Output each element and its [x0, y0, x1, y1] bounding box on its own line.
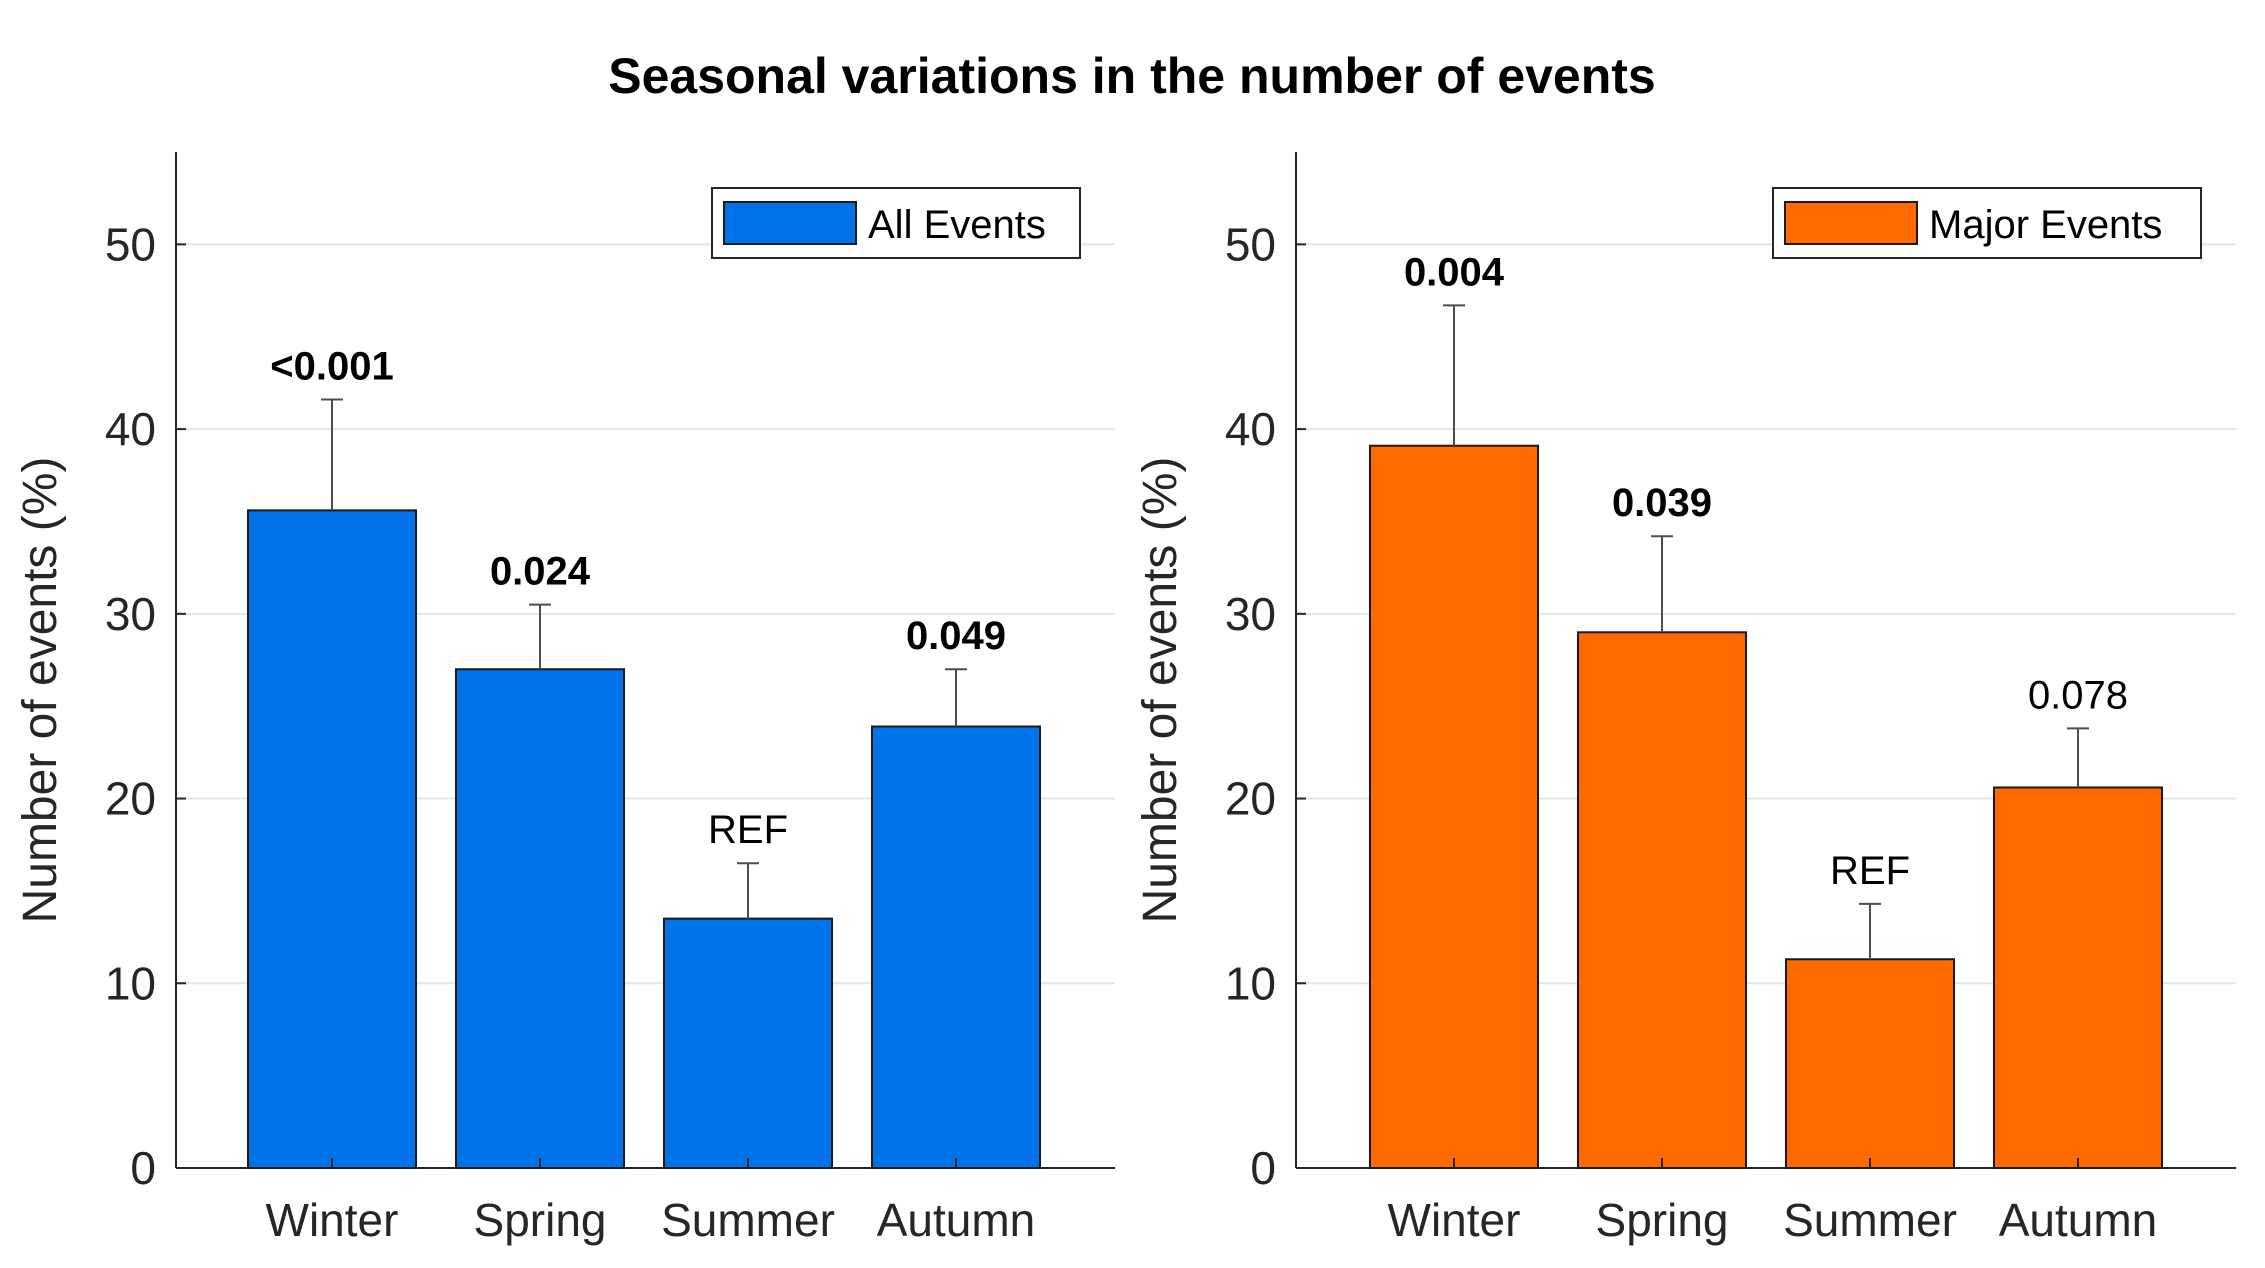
x-tick-label-autumn: Autumn: [1999, 1194, 2158, 1246]
x-tick-label-spring: Spring: [1596, 1194, 1729, 1246]
bar-winter: [1369, 444, 1539, 1169]
x-tick-label-summer: Summer: [1783, 1194, 1957, 1246]
chart-panel-2: 0 10 20 30 40 50 Number of events (%) 0.004 Wint…: [1134, 152, 2236, 1246]
chart-panel-1: 0 10 20 30 40 50 Number of events (%) <0.001 Win…: [14, 152, 1115, 1246]
y-tick-label: 30: [105, 588, 156, 640]
legend-label: Major Events: [1929, 203, 2162, 247]
bar-autumn: [1993, 786, 2163, 1169]
chart-title: Seasonal variations in the number of eve…: [608, 48, 1656, 104]
x-tick-label-winter: Winter: [266, 1194, 399, 1246]
legend: Major Events: [1772, 187, 2202, 259]
legend-swatch: [1784, 201, 1918, 245]
y-tick-label: 0: [1250, 1142, 1276, 1194]
x-tick-label-spring: Spring: [474, 1194, 607, 1246]
bar-summer: [663, 917, 833, 1169]
y-tick-label: 10: [1225, 957, 1276, 1009]
bar-spring: [1577, 631, 1747, 1169]
p-value-label: 0.078: [2028, 673, 2128, 717]
bar-summer: [1785, 958, 1955, 1169]
legend-swatch: [723, 201, 857, 245]
x-tick-label-autumn: Autumn: [877, 1194, 1036, 1246]
p-value-label: 0.004: [1404, 250, 1505, 294]
p-value-label: 0.024: [490, 550, 591, 594]
p-value-label: REF: [1830, 849, 1910, 893]
y-tick-label: 0: [130, 1142, 156, 1194]
y-tick-label: 20: [1225, 773, 1276, 825]
bar-spring: [455, 668, 625, 1170]
y-tick-label: 50: [105, 218, 156, 270]
p-value-label: <0.001: [270, 345, 393, 389]
legend-label: All Events: [868, 203, 1046, 247]
p-value-label: 0.039: [1612, 481, 1712, 525]
y-tick-label: 30: [1225, 588, 1276, 640]
y-axis-label: Number of events (%): [14, 457, 67, 924]
y-axis-label: Number of events (%): [1134, 457, 1187, 924]
bar-autumn: [871, 725, 1041, 1169]
p-value-label: REF: [708, 808, 788, 852]
p-value-label: 0.049: [906, 614, 1006, 658]
bar-winter: [247, 509, 417, 1169]
x-tick-label-winter: Winter: [1388, 1194, 1521, 1246]
y-tick-label: 40: [105, 403, 156, 455]
y-tick-label: 10: [105, 957, 156, 1009]
y-tick-label: 40: [1225, 403, 1276, 455]
legend: All Events: [711, 187, 1081, 259]
x-tick-label-summer: Summer: [661, 1194, 835, 1246]
y-tick-label: 20: [105, 773, 156, 825]
y-tick-label: 50: [1225, 218, 1276, 270]
